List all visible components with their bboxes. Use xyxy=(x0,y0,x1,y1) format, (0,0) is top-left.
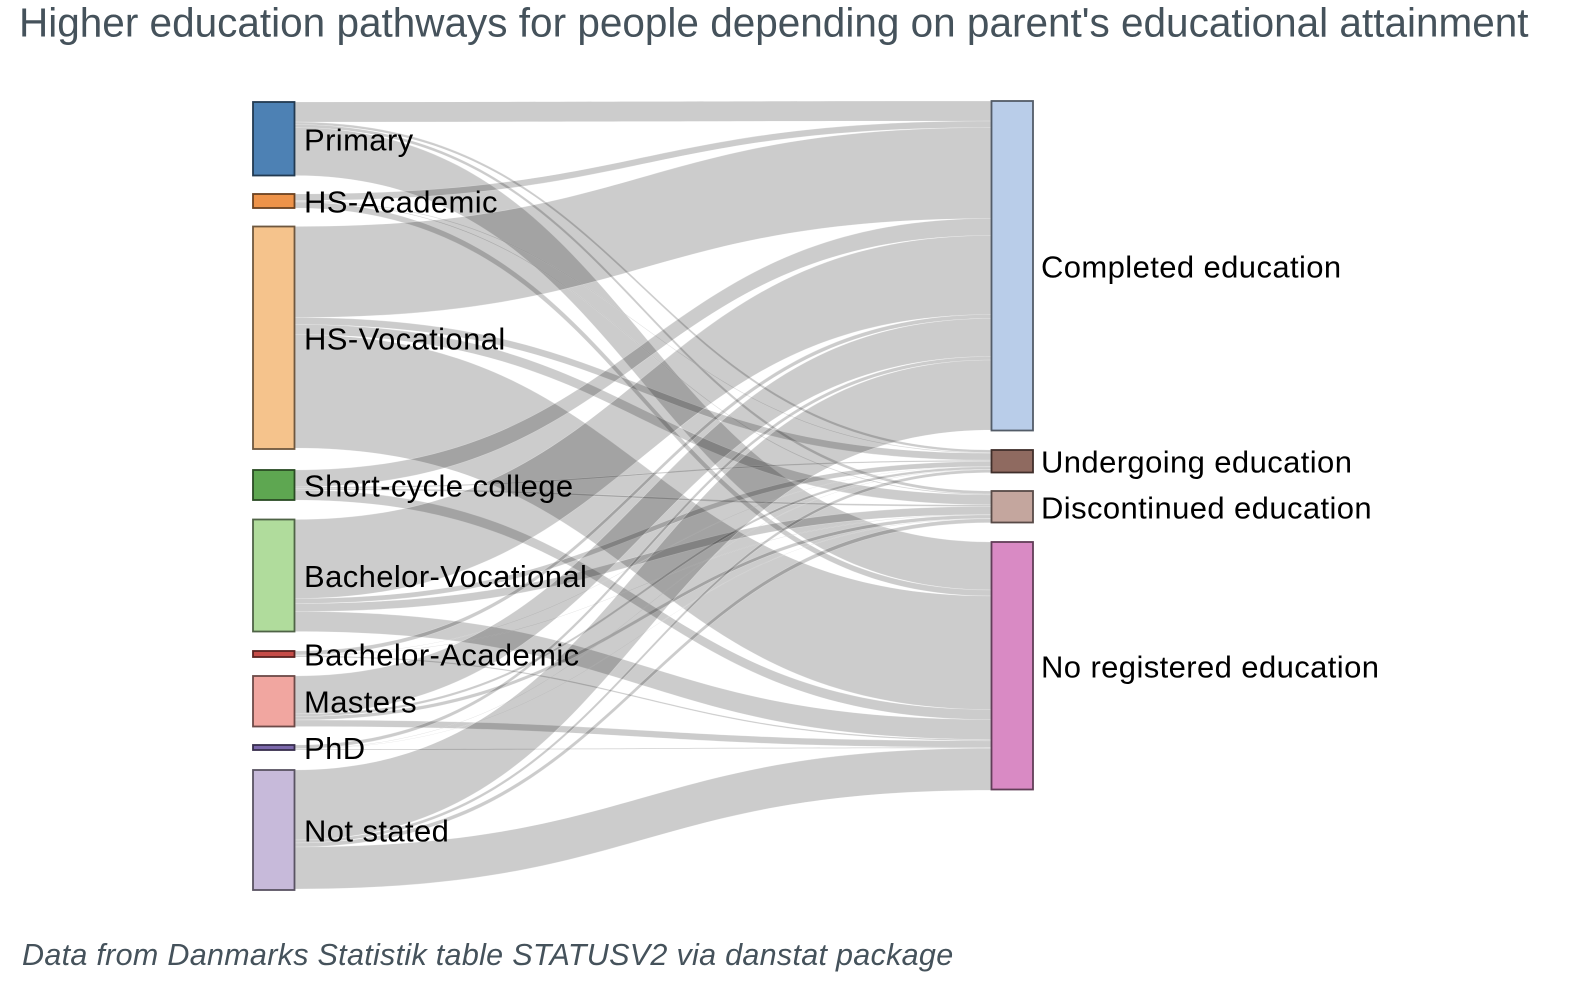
svg-text:Higher education pathways for: Higher education pathways for people dep… xyxy=(19,0,1529,46)
svg-text:PhD: PhD xyxy=(304,731,366,766)
svg-text:Bachelor-Vocational: Bachelor-Vocational xyxy=(304,559,587,594)
svg-text:Masters: Masters xyxy=(304,685,417,720)
svg-text:Data from Danmarks Statistik t: Data from Danmarks Statistik table STATU… xyxy=(22,938,953,972)
svg-text:Discontinued education: Discontinued education xyxy=(1041,490,1372,525)
svg-text:No registered education: No registered education xyxy=(1041,649,1379,684)
svg-text:Bachelor-Academic: Bachelor-Academic xyxy=(304,638,580,673)
svg-text:Not stated: Not stated xyxy=(304,814,449,849)
svg-text:Undergoing education: Undergoing education xyxy=(1041,445,1352,480)
svg-text:HS-Academic: HS-Academic xyxy=(304,185,498,220)
svg-text:Short-cycle college: Short-cycle college xyxy=(304,469,574,504)
svg-text:Completed education: Completed education xyxy=(1041,249,1342,284)
svg-text:Primary: Primary xyxy=(304,122,414,157)
svg-text:HS-Vocational: HS-Vocational xyxy=(304,321,506,356)
